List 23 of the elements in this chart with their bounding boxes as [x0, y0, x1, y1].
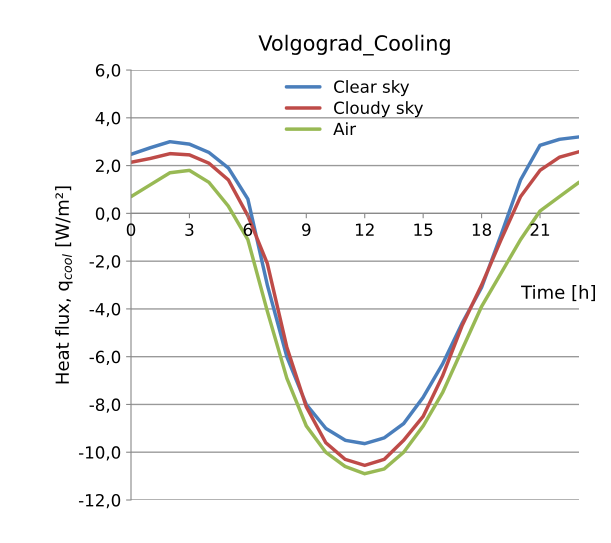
y-tick-label: 0,0 [96, 207, 120, 222]
y-tick-label: -10,0 [78, 446, 120, 460]
legend-label: Cloudy sky [334, 101, 424, 118]
y-axis-title: Heat flux, q$_{cool}$ [W/m²] [55, 186, 73, 384]
x-tick-label: 18 [472, 223, 492, 236]
legend-label: Air [333, 122, 356, 135]
chart-title: Volgograd_Cooling [258, 34, 450, 56]
legend-label: Clear sky [334, 80, 410, 96]
x-tick-label: 12 [356, 223, 374, 236]
y-tick-label: -12,0 [78, 494, 120, 508]
x-axis-title: Time [h] [521, 285, 595, 302]
x-tick-label: 0 [126, 223, 136, 236]
y-tick-label: 6,0 [96, 64, 120, 78]
x-tick-label: 21 [530, 223, 550, 236]
y-tick-label: 4,0 [96, 112, 120, 126]
y-tick-label: -6,0 [90, 350, 120, 365]
x-tick-label: 3 [185, 223, 194, 236]
y-tick-label: 2,0 [96, 160, 120, 174]
y-tick-label: -4,0 [90, 302, 120, 318]
y-tick-label: -8,0 [90, 398, 120, 413]
x-tick-label: 15 [414, 224, 432, 236]
x-tick-label: 9 [302, 223, 310, 236]
y-tick-label: -2,0 [90, 255, 120, 270]
